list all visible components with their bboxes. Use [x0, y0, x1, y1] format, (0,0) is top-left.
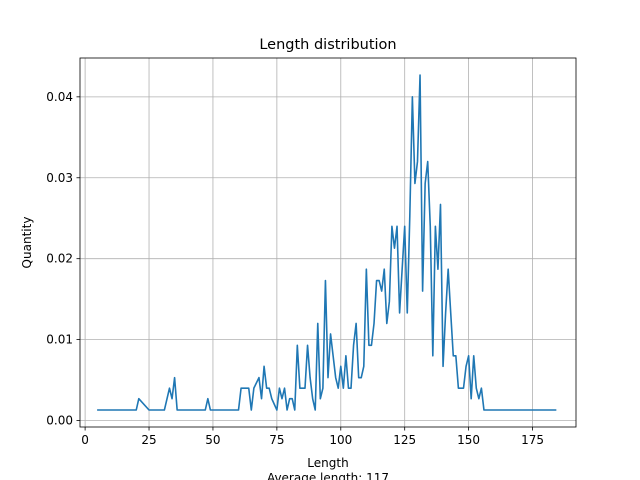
x-tick-label: 175 [521, 433, 544, 447]
y-tick-label: 0.01 [46, 333, 73, 347]
x-tick-label: 75 [269, 433, 284, 447]
average-length-label: Average length: 117 [267, 471, 389, 480]
y-axis-title: Quantity [20, 217, 34, 269]
chart-title: Length distribution [259, 37, 396, 53]
y-tick-label: 0.02 [46, 252, 73, 266]
x-axis-title: Length [307, 456, 348, 470]
plot-area-frame [79, 57, 577, 428]
x-tick-label: 0 [81, 433, 89, 447]
x-tick-label: 25 [141, 433, 156, 447]
y-tick-label: 0.03 [46, 171, 73, 185]
series-line [97, 74, 557, 411]
axis-ticks: 0 25 50 75 100 125 150 175 0.00 0.01 0.02 0.03 0.04 [46, 90, 544, 447]
x-tick-label: 150 [457, 433, 480, 447]
y-tick-label: 0.04 [46, 90, 73, 104]
x-tick-label: 125 [393, 433, 416, 447]
x-tick-label: 100 [329, 433, 352, 447]
series-layer [97, 74, 557, 411]
y-tick-label: 0.00 [46, 414, 73, 428]
x-tick-label: 50 [205, 433, 220, 447]
